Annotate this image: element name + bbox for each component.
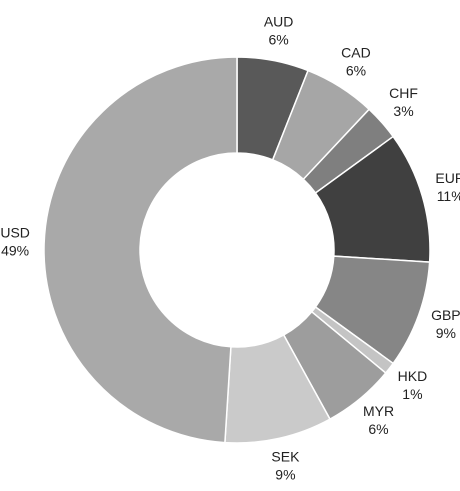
slice-label: GBP	[431, 307, 460, 323]
slice-value-label: 11%	[437, 188, 460, 204]
slice-value-label: 6%	[268, 32, 288, 48]
slice-label: USD	[0, 225, 30, 241]
slice-value-label: 9%	[275, 466, 295, 482]
slice-label: CAD	[341, 44, 371, 60]
slice-label: EUR	[435, 170, 460, 186]
slice-value-label: 49%	[1, 243, 29, 259]
slice-value-label: 6%	[368, 421, 388, 437]
slice-label: CHF	[389, 85, 418, 101]
slice-value-label: 9%	[436, 325, 456, 341]
slice-value-label: 1%	[402, 386, 422, 402]
slice-label: HKD	[398, 368, 428, 384]
slice-value-label: 6%	[346, 62, 366, 78]
slice-value-label: 3%	[393, 103, 413, 119]
donut-slice	[43, 56, 238, 444]
slice-label: MYR	[363, 403, 394, 419]
slice-label: AUD	[264, 14, 294, 30]
slice-label: SEK	[271, 448, 300, 464]
